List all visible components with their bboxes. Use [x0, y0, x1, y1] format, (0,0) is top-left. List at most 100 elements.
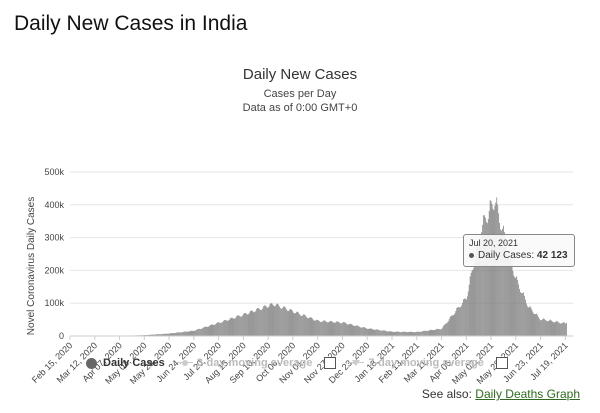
- daily-case-bar: [401, 332, 402, 336]
- daily-case-bar: [444, 323, 446, 336]
- daily-case-bar: [222, 322, 223, 336]
- daily-case-bar: [168, 333, 170, 336]
- daily-case-bar: [344, 322, 345, 336]
- daily-case-bar: [281, 308, 282, 336]
- daily-case-bar: [465, 299, 467, 336]
- daily-case-bar: [289, 309, 291, 336]
- y-tick-label: 100k: [44, 298, 64, 308]
- daily-case-bar: [421, 331, 422, 336]
- daily-case-bar: [286, 310, 288, 336]
- daily-case-bar: [455, 311, 457, 336]
- daily-case-bar: [545, 320, 547, 336]
- daily-case-bar: [368, 328, 370, 336]
- daily-case-bar: [230, 317, 232, 336]
- y-tick-label: 400k: [44, 200, 64, 210]
- daily-case-bar: [301, 315, 302, 336]
- daily-case-bar: [350, 323, 352, 336]
- daily-case-bar: [541, 320, 542, 336]
- chart-title: Daily New Cases: [242, 66, 358, 83]
- daily-case-bar: [197, 329, 199, 336]
- daily-case-bar: [339, 322, 340, 336]
- daily-case-bar: [185, 331, 187, 336]
- daily-case-bar: [403, 331, 404, 336]
- legend-7day-average[interactable]: 7-day moving average: [348, 357, 484, 369]
- daily-case-bar: [304, 314, 305, 336]
- daily-case-bar: [320, 321, 321, 336]
- daily-case-bar: [445, 323, 447, 336]
- daily-case-bar: [298, 312, 299, 336]
- daily-case-bar: [340, 323, 341, 336]
- hover-tooltip: Jul 20, 2021 Daily Cases: 42 123: [463, 234, 575, 267]
- daily-case-bar: [242, 315, 243, 336]
- daily-case-bar: [239, 315, 240, 336]
- daily-case-bar: [257, 308, 259, 336]
- daily-case-bar: [395, 331, 397, 336]
- daily-case-bar: [546, 321, 548, 336]
- daily-case-bar: [511, 263, 513, 336]
- 3day-average-checkbox[interactable]: [324, 357, 337, 369]
- daily-case-bar: [393, 332, 395, 336]
- daily-case-bar: [154, 334, 156, 336]
- daily-case-bar: [433, 330, 435, 336]
- daily-case-bar: [472, 269, 474, 336]
- daily-case-bar: [293, 312, 295, 336]
- daily-case-bar: [438, 328, 440, 336]
- daily-case-bar: [547, 321, 549, 336]
- daily-case-bar: [226, 320, 228, 336]
- daily-case-bar: [349, 323, 351, 336]
- daily-deaths-graph-link[interactable]: Daily Deaths Graph: [475, 387, 580, 401]
- daily-case-bar: [277, 303, 279, 336]
- legend-3day-average[interactable]: 3-day moving average: [176, 357, 312, 369]
- daily-case-bar: [506, 253, 508, 336]
- daily-case-bar: [390, 331, 392, 336]
- daily-case-bar: [396, 331, 398, 336]
- daily-case-bar: [233, 318, 235, 336]
- daily-case-bar: [562, 322, 563, 336]
- daily-case-bar: [232, 318, 234, 336]
- daily-case-bar: [342, 322, 343, 336]
- daily-case-bar: [459, 307, 460, 336]
- daily-case-bar: [545, 319, 546, 336]
- daily-case-bar: [494, 205, 496, 336]
- daily-case-bar: [291, 309, 293, 336]
- daily-case-bar: [460, 307, 461, 336]
- daily-case-bar: [255, 310, 257, 336]
- daily-case-bar: [190, 330, 192, 336]
- daily-case-bar: [247, 314, 249, 336]
- daily-case-bar: [156, 334, 158, 336]
- daily-case-bar: [262, 308, 263, 336]
- daily-case-bar: [171, 333, 173, 336]
- chart-data-date: Data as of 0:00 GMT+0: [242, 102, 358, 114]
- daily-case-bar: [374, 329, 376, 336]
- daily-case-bar: [249, 311, 251, 336]
- daily-case-bar: [283, 306, 284, 336]
- daily-case-bar: [203, 327, 204, 336]
- daily-case-bar: [532, 312, 534, 336]
- daily-case-bar: [363, 327, 364, 336]
- daily-case-bar: [415, 332, 417, 336]
- daily-case-bar: [358, 326, 360, 336]
- 7day-average-checkbox[interactable]: [495, 357, 508, 369]
- daily-case-bar: [514, 277, 516, 336]
- daily-case-bar: [205, 326, 207, 336]
- daily-case-bar: [204, 326, 206, 336]
- daily-case-bar: [432, 330, 434, 336]
- daily-case-bar: [283, 306, 285, 336]
- daily-case-bar: [531, 310, 533, 336]
- legend-daily-cases[interactable]: Daily Cases: [86, 357, 165, 369]
- daily-case-bar: [444, 324, 445, 336]
- daily-case-bar: [378, 329, 380, 336]
- daily-case-bar: [316, 319, 318, 336]
- daily-case-bar: [555, 321, 557, 336]
- daily-case-bar: [422, 331, 423, 336]
- daily-case-bar: [528, 307, 530, 336]
- daily-case-bar: [322, 321, 323, 336]
- daily-case-bar: [263, 305, 265, 336]
- daily-case-bar: [382, 330, 383, 336]
- daily-case-bar: [565, 323, 566, 336]
- daily-case-bar: [371, 328, 373, 336]
- daily-case-bar: [429, 329, 431, 336]
- daily-case-bar: [357, 325, 359, 336]
- daily-case-bar: [182, 332, 183, 336]
